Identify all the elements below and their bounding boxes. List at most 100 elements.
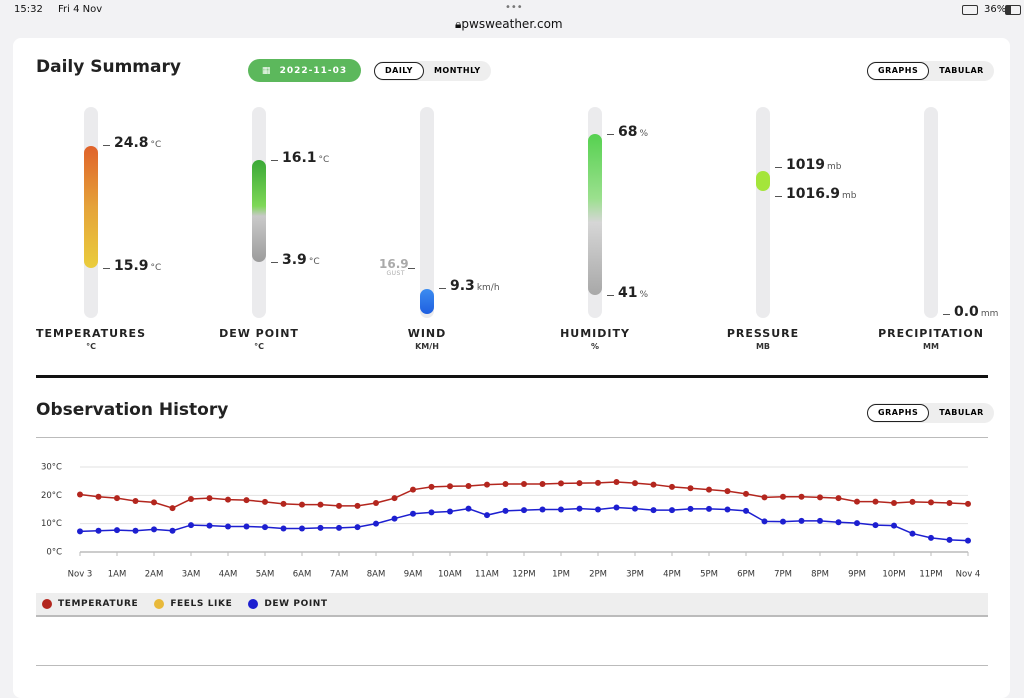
tick (607, 134, 614, 135)
point (77, 528, 83, 535)
gauge-value: 24.8 °C (114, 135, 161, 151)
point (872, 522, 879, 529)
point (299, 501, 305, 508)
point (724, 506, 731, 513)
value: 3.9 (282, 252, 307, 268)
point (243, 497, 250, 504)
date-picker[interactable]: ▦ 2022-11-03 (248, 59, 361, 82)
point (946, 499, 953, 506)
gauge-value: 68% (618, 124, 648, 140)
gauge-value: 1019 mb (786, 157, 841, 173)
legend-label: TEMPERATURE (58, 599, 139, 609)
y-tick-label: 10°C (41, 519, 62, 529)
gauge-fill (420, 289, 434, 314)
x-tick-label: 8PM (811, 570, 829, 580)
gauge-value: 16.1 °C (282, 150, 329, 166)
gauge-unit: % (590, 342, 599, 351)
divider (36, 437, 988, 438)
point (743, 490, 749, 497)
tab[interactable]: MONTHLY (433, 66, 481, 75)
point (447, 483, 453, 490)
value: 1019 (786, 157, 825, 173)
gauge-unit: °C (86, 342, 96, 351)
url[interactable]: 🔒︎pwsweather.com (455, 17, 563, 31)
point (576, 505, 583, 512)
point (669, 483, 675, 490)
tab[interactable]: TABULAR (939, 66, 984, 75)
x-tick-label: 1AM (108, 570, 127, 580)
point (743, 507, 749, 514)
legend-label: DEW POINT (264, 599, 328, 609)
point (114, 527, 120, 534)
point (465, 482, 472, 489)
x-tick-label: 3AM (182, 570, 201, 580)
legend-item[interactable]: FEELS LIKE (154, 599, 232, 609)
value: 9.3 (450, 278, 475, 294)
tab[interactable]: GRAPHS (867, 62, 930, 80)
legend-item[interactable]: DEW POINT (248, 599, 327, 609)
unit: mb (826, 162, 842, 172)
legend: TEMPERATURE FEELS LIKE DEW POINT (36, 593, 988, 617)
value: 1016.9 (786, 186, 841, 202)
unit: % (639, 290, 649, 300)
gauge-value: 9.3 km/h (450, 278, 500, 294)
legend-label: FEELS LIKE (170, 599, 233, 609)
gauge-track (924, 107, 938, 318)
tab[interactable]: DAILY (374, 62, 424, 80)
x-tick-label: Nov 4 (956, 570, 981, 580)
point (817, 494, 823, 501)
x-tick-label: 4AM (219, 570, 238, 580)
point (798, 493, 805, 500)
point (780, 493, 786, 500)
battery: 36% (984, 4, 1007, 15)
x-tick-label: 6AM (293, 570, 312, 580)
legend-item[interactable]: TEMPERATURE (42, 599, 138, 609)
point (484, 481, 490, 488)
tick (408, 268, 415, 269)
gauge-label: WIND (407, 327, 447, 340)
tick (607, 295, 614, 296)
point (280, 525, 287, 532)
point (613, 479, 620, 486)
x-tick-label: 7PM (774, 570, 792, 580)
gauge-track (756, 107, 770, 318)
date-text: 2022-11-03 (279, 65, 348, 76)
gauge-unit: MM (923, 342, 939, 351)
point (132, 498, 139, 504)
x-tick-label: 11AM (475, 570, 499, 580)
point (632, 480, 638, 487)
point (539, 481, 546, 487)
view-tabs: GRAPHS TABULAR (867, 61, 994, 81)
point (965, 537, 971, 544)
point (521, 481, 527, 487)
menu-dots[interactable]: ••• (505, 2, 523, 13)
point (447, 508, 453, 515)
tab[interactable]: GRAPHS (867, 404, 930, 422)
point (872, 498, 879, 505)
point (317, 524, 324, 531)
divider (36, 665, 988, 666)
point (225, 496, 231, 503)
gauge-value: 15.9 °C (114, 258, 161, 274)
point (521, 507, 527, 514)
point (410, 486, 416, 493)
section-title: Observation History (36, 400, 229, 420)
point (558, 506, 564, 513)
point (428, 483, 435, 490)
point (280, 500, 287, 507)
unit: °C (150, 140, 162, 150)
x-tick-label: 10PM (882, 570, 905, 580)
point (188, 496, 194, 503)
gust-label: GUST (386, 270, 405, 277)
x-tick-label: 5AM (256, 570, 275, 580)
point (262, 524, 268, 531)
gauge-fill (252, 160, 266, 262)
gauge-fill (84, 146, 98, 268)
point (299, 525, 305, 532)
point (706, 505, 712, 512)
point (502, 481, 509, 487)
y-tick-label: 0°C (46, 548, 62, 558)
point (595, 479, 601, 486)
point (724, 488, 731, 495)
tab[interactable]: TABULAR (939, 408, 984, 417)
